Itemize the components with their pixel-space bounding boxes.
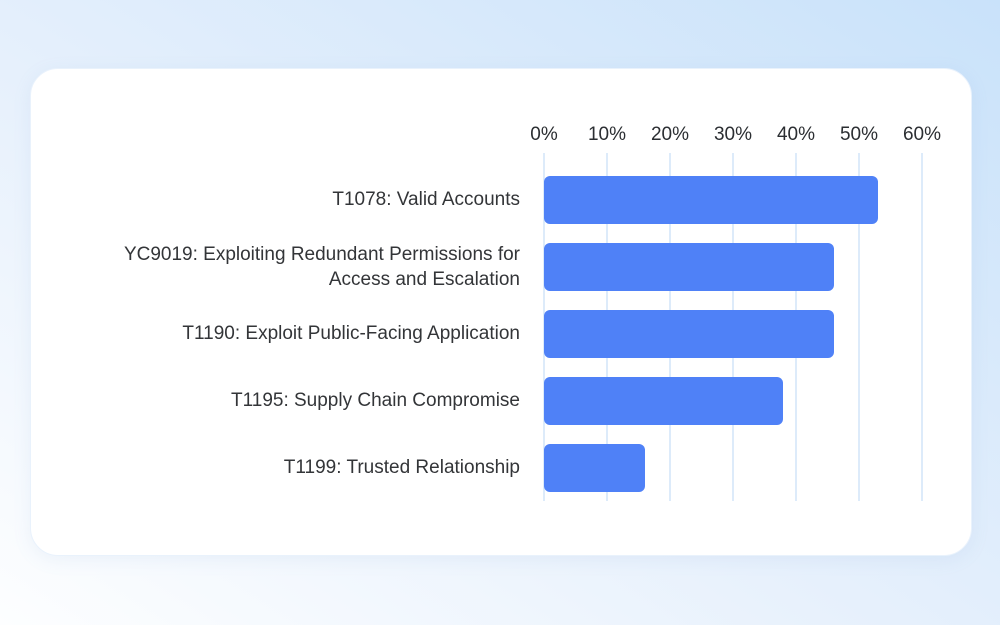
category-label: T1190: Exploit Public-Facing Application: [182, 323, 520, 344]
category-labels: T1078: Valid Accounts YC9019: Exploiting…: [31, 153, 544, 501]
gridline: [921, 153, 923, 501]
x-tick: 60%: [902, 124, 942, 145]
x-tick: 0%: [530, 124, 558, 145]
x-tick: 40%: [776, 124, 816, 145]
gridline: [858, 153, 860, 501]
bar: [544, 376, 784, 425]
category-row: T1078: Valid Accounts: [31, 166, 544, 233]
category-row: T1195: Supply Chain Compromise: [31, 367, 544, 434]
bar: [544, 242, 834, 291]
category-row: YC9019: Exploiting Redundant Permissions…: [31, 233, 544, 300]
bar-row: [544, 233, 973, 300]
x-axis: 0% 10% 20% 30% 40% 50% 60%: [530, 121, 973, 149]
bars-area: [544, 153, 973, 501]
chart-card: 0% 10% 20% 30% 40% 50% 60% T1078: Valid …: [30, 68, 972, 556]
bar-row: [544, 166, 973, 233]
category-row: T1199: Trusted Relationship: [31, 434, 544, 501]
category-label: YC9019: Exploiting Redundant Permissions…: [123, 243, 520, 290]
plot-area: [543, 153, 973, 501]
category-row: T1190: Exploit Public-Facing Application: [31, 300, 544, 367]
bar-row: [544, 367, 973, 434]
bar-chart: 0% 10% 20% 30% 40% 50% 60% T1078: Valid …: [31, 69, 971, 555]
x-tick: 50%: [839, 124, 879, 145]
x-tick: 10%: [587, 124, 627, 145]
x-tick: 20%: [650, 124, 690, 145]
category-label: T1078: Valid Accounts: [332, 189, 520, 210]
category-label: T1199: Trusted Relationship: [283, 457, 520, 478]
bar: [544, 443, 645, 492]
bar-row: [544, 300, 973, 367]
bar: [544, 175, 878, 224]
category-label: T1195: Supply Chain Compromise: [230, 390, 520, 411]
x-tick: 30%: [713, 124, 753, 145]
bar: [544, 309, 834, 358]
bar-row: [544, 434, 973, 501]
